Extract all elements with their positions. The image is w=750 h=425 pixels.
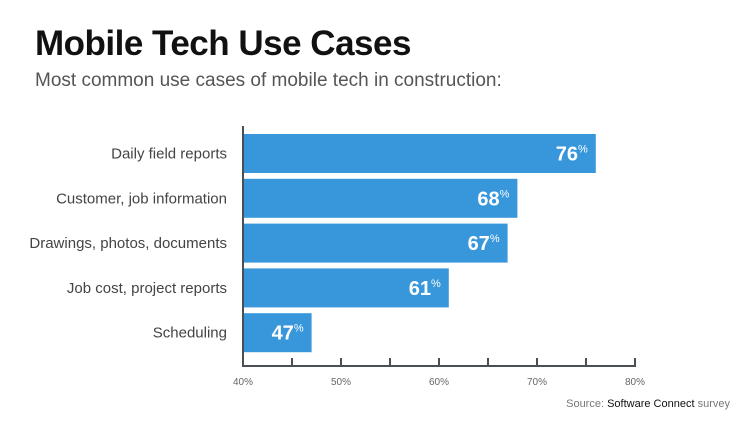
x-tick-label: 50% (331, 377, 351, 388)
category-label: Drawings, photos, documents (29, 235, 227, 252)
source-name: Software Connect (607, 398, 695, 410)
bar (243, 134, 596, 173)
chart-subtitle: Most common use cases of mobile tech in … (35, 70, 502, 91)
bar (243, 178, 518, 218)
category-label: Daily field reports (111, 146, 227, 163)
x-tick-label: 80% (625, 377, 645, 388)
bar (243, 268, 449, 308)
x-tick-label: 40% (233, 377, 253, 388)
data-label: 68% (477, 188, 509, 210)
x-tick-label: 60% (429, 377, 449, 388)
x-tick-label: 70% (527, 377, 547, 388)
data-label: 61% (409, 278, 441, 300)
data-label: 47% (272, 323, 304, 345)
category-label: Scheduling (153, 325, 227, 342)
data-label: 76% (556, 144, 588, 166)
source-note: Source: Software Connect survey (566, 398, 730, 410)
category-label: Customer, job information (56, 190, 227, 207)
source-suffix: survey (697, 398, 730, 410)
chart-title: Mobile Tech Use Cases (35, 24, 411, 63)
bar (243, 313, 312, 353)
category-label: Job cost, project reports (67, 280, 227, 297)
source-prefix: Source: (566, 398, 605, 410)
bar (243, 223, 508, 263)
data-label: 67% (468, 233, 500, 255)
